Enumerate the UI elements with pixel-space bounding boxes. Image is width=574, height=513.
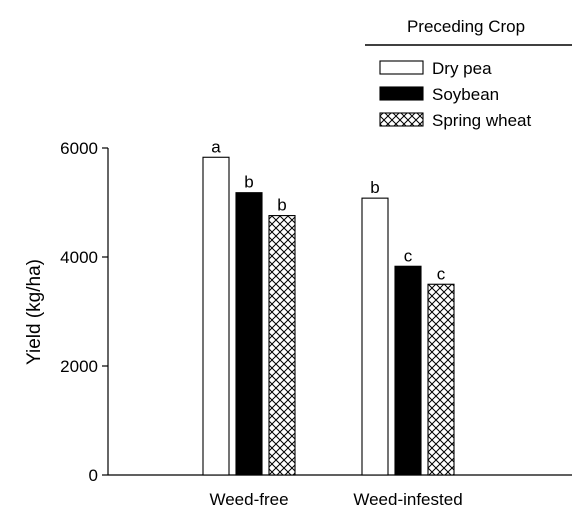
legend-swatch-soybean: [379, 86, 424, 101]
bar-soybean-weed-free: [235, 192, 263, 476]
x-category-label: Weed-free: [209, 490, 288, 509]
significance-letter: c: [404, 246, 413, 265]
legend-swatch-dry-pea: [379, 60, 424, 75]
bar-spring-wheat-weed-free: [268, 215, 296, 476]
significance-letter: b: [244, 173, 253, 192]
significance-letter: a: [211, 137, 221, 156]
y-tick-label: 2000: [60, 357, 98, 376]
legend: Preceding Crop Dry pea Soybean Spring whea…: [365, 17, 572, 130]
legend-label-spring-wheat: Spring wheat: [432, 111, 532, 130]
bar-dry-pea-weed-free: [202, 156, 230, 476]
legend-title: Preceding Crop: [407, 17, 525, 36]
y-axis-label: Yield (kg/ha): [24, 259, 45, 365]
y-tick-label: 4000: [60, 248, 98, 267]
bar-soybean-weed-infested: [394, 265, 422, 476]
y-ticks: 0 2000 4000 6000: [60, 139, 108, 485]
significance-letter: c: [437, 264, 446, 283]
bars: a b b b c c: [202, 137, 455, 476]
y-tick-label: 6000: [60, 139, 98, 158]
bar-spring-wheat-weed-infested: [427, 283, 455, 476]
legend-label-dry-pea: Dry pea: [432, 59, 492, 78]
x-category-label: Weed-infested: [353, 490, 462, 509]
significance-letter: b: [370, 178, 379, 197]
bar-dry-pea-weed-infested: [361, 197, 389, 476]
legend-label-soybean: Soybean: [432, 85, 499, 104]
significance-letter: b: [277, 196, 286, 215]
x-ticks: Weed-free Weed-infested: [209, 490, 462, 509]
y-tick-label: 0: [89, 466, 98, 485]
legend-swatch-spring-wheat: [379, 112, 424, 127]
